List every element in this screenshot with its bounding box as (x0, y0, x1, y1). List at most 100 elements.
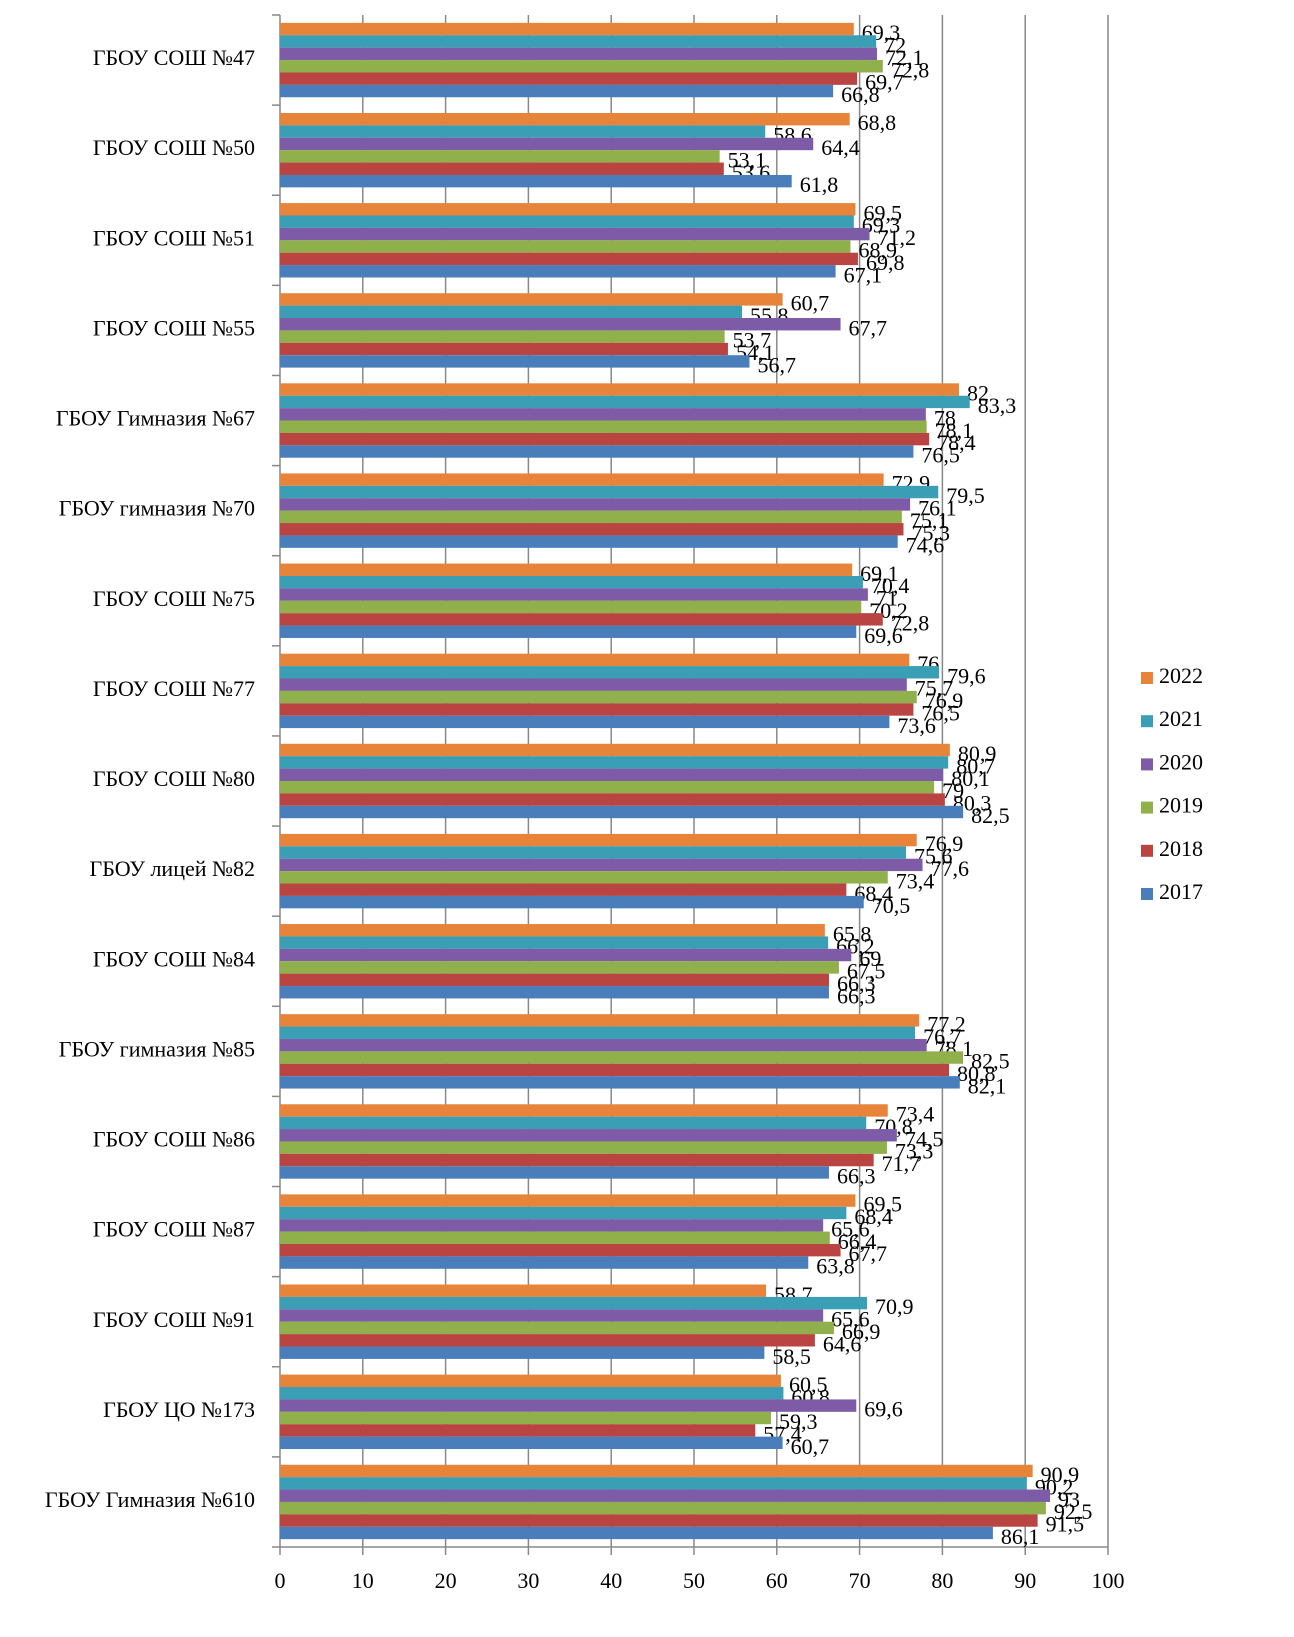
data-label: 72,1 (885, 45, 924, 70)
y-tick-label: ГБОУ СОШ №91 (93, 1307, 255, 1332)
bar (280, 1076, 960, 1089)
bar (280, 1346, 765, 1359)
y-tick-label: ГБОУ лицей №82 (90, 856, 255, 881)
data-label: 76,9 (925, 688, 964, 713)
bar (280, 240, 851, 253)
bar (280, 1424, 756, 1437)
y-tick-label: ГБОУ ЦО №173 (103, 1397, 255, 1422)
bar (280, 625, 857, 638)
data-label: 82,1 (968, 1073, 1007, 1098)
bar (280, 72, 858, 85)
data-label: 80,8 (957, 1061, 996, 1086)
bar (280, 265, 836, 278)
data-label: 66,4 (838, 1229, 877, 1254)
bar (280, 805, 964, 819)
bar (280, 535, 898, 548)
bar (280, 1166, 829, 1179)
x-tick-label: 60 (766, 1568, 788, 1593)
data-label: 53,7 (733, 328, 772, 353)
data-label: 61,8 (800, 172, 839, 197)
y-tick-label: ГБОУ СОШ №47 (93, 45, 255, 70)
bar (280, 575, 863, 589)
bar (280, 936, 829, 949)
bar (280, 743, 950, 757)
data-label: 83,3 (978, 393, 1017, 418)
bar (280, 35, 877, 48)
data-label: 69,7 (865, 70, 904, 95)
legend-label: 2017 (1159, 879, 1203, 904)
y-tick-label: ГБОУ СОШ №51 (93, 225, 255, 250)
bar (280, 768, 944, 781)
legend-swatch (1141, 844, 1153, 857)
bar (280, 1116, 867, 1130)
bar (280, 432, 930, 446)
y-tick-label: ГБОУ СОШ №50 (93, 135, 255, 160)
bar (280, 1141, 887, 1154)
bar (280, 653, 910, 667)
bar (280, 666, 940, 679)
data-label: 74,6 (906, 533, 945, 558)
bar (280, 162, 724, 175)
bar (280, 588, 868, 601)
x-tick-label: 50 (683, 1568, 705, 1593)
data-label: 63,8 (816, 1254, 855, 1279)
legend-label: 2020 (1159, 749, 1203, 774)
bar (280, 1243, 841, 1257)
bar (280, 678, 907, 691)
data-label: 65,8 (833, 921, 872, 946)
data-label: 71,2 (878, 225, 917, 250)
bar (280, 252, 858, 266)
data-label: 70,9 (875, 1294, 914, 1319)
y-tick-label: ГБОУ гимназия №70 (59, 496, 255, 521)
y-tick-label: ГБОУ СОШ №55 (93, 315, 255, 340)
data-label: 75,1 (910, 508, 949, 533)
bar (280, 227, 870, 241)
bar (280, 1334, 815, 1347)
data-label: 66,8 (841, 82, 880, 107)
bar (280, 613, 883, 626)
bar (280, 1501, 1046, 1515)
data-label: 71 (876, 586, 898, 611)
bar (280, 1477, 1027, 1490)
bar (280, 1129, 897, 1142)
x-tick-label: 30 (517, 1568, 539, 1593)
bar (280, 84, 834, 98)
legend-label: 2022 (1159, 663, 1203, 688)
bar (280, 793, 945, 806)
bar (280, 895, 864, 909)
y-tick-label: ГБОУ гимназия №85 (59, 1036, 255, 1061)
data-label: 69,6 (864, 623, 903, 648)
data-label: 69,5 (863, 1192, 902, 1217)
data-label: 70,4 (871, 573, 910, 598)
legend-label: 2019 (1159, 793, 1203, 818)
data-label: 60,7 (791, 290, 830, 315)
data-label: 90,9 (1041, 1462, 1080, 1487)
y-tick-label: ГБОУ СОШ №80 (93, 766, 255, 791)
bar (280, 781, 935, 794)
data-label: 76,5 (921, 443, 960, 468)
data-label: 77,6 (931, 856, 970, 881)
bar (280, 1526, 993, 1540)
data-label: 93 (1058, 1487, 1080, 1512)
bar (280, 203, 856, 216)
data-label: 76,1 (918, 495, 957, 520)
data-label: 73,3 (895, 1139, 934, 1164)
bar (280, 563, 853, 576)
bar (280, 883, 847, 896)
bar (280, 293, 783, 306)
bar (280, 1296, 868, 1310)
data-label: 66,3 (837, 983, 876, 1008)
bar (280, 871, 888, 884)
x-tick-label: 80 (931, 1568, 953, 1593)
data-label: 69,5 (863, 200, 902, 225)
data-label: 58,5 (772, 1344, 811, 1369)
data-label: 66,3 (837, 1164, 876, 1189)
x-tick-label: 0 (275, 1568, 286, 1593)
data-label: 76,5 (921, 701, 960, 726)
data-label: 69 (859, 946, 881, 971)
bar (280, 318, 841, 331)
bar (280, 924, 825, 937)
bar (280, 1309, 824, 1322)
y-tick-label: ГБОУ Гимназия №610 (45, 1487, 255, 1512)
bar (280, 1489, 1051, 1502)
